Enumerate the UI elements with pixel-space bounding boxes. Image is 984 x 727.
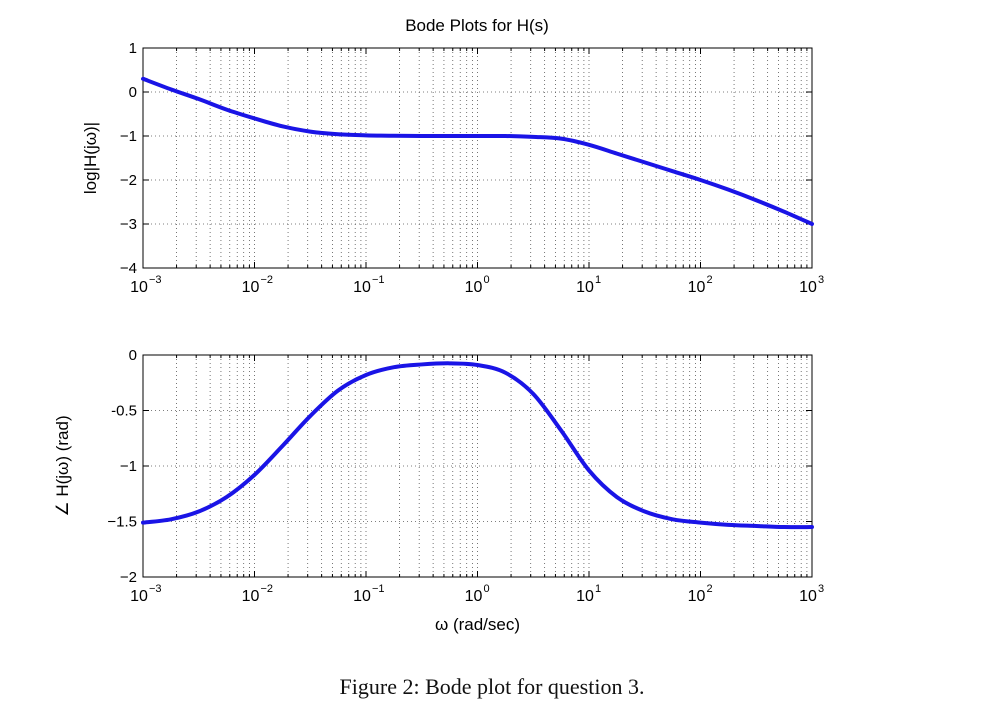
phase-xtick-label: 10 <box>576 588 594 605</box>
mag-xtick-label: 10 <box>130 279 148 296</box>
mag-series-line <box>141 76 814 226</box>
mag-xtick-exponent: −2 <box>261 274 274 286</box>
mag-xtick-label: 10 <box>242 279 260 296</box>
phase-xlabel: ω (rad/sec) <box>435 615 520 634</box>
figure-caption: Figure 2: Bode plot for question 3. <box>339 674 645 699</box>
mag-ytick-label: −1 <box>120 128 137 145</box>
phase-xtick-exponent: 2 <box>707 583 713 595</box>
phase-xtick-exponent: 0 <box>484 583 490 595</box>
phase-series-line <box>141 361 814 530</box>
mag-xtick-exponent: 1 <box>595 274 601 286</box>
phase-ytick-label: −1 <box>120 458 137 475</box>
phase-plot: 10 −3 10 −2 10 −1 10 0 10 1 10 2 10 30-0.5−1−1.5−2∠ H… <box>53 347 824 634</box>
phase-xtick-label: 10 <box>799 588 817 605</box>
mag-xtick-label: 10 <box>688 279 706 296</box>
mag-xtick-exponent: 0 <box>484 274 490 286</box>
mag-xtick-exponent: 2 <box>707 274 713 286</box>
mag-xtick-label: 10 <box>799 279 817 296</box>
mag-ytick-label: 1 <box>129 40 137 57</box>
phase-ytick-label: −2 <box>120 569 137 586</box>
phase-xtick-label: 10 <box>130 588 148 605</box>
mag-xtick-label: 10 <box>576 279 594 296</box>
phase-xtick-label: 10 <box>688 588 706 605</box>
magnitude-plot: 10 −3 10 −2 10 −1 10 0 10 1 10 2 10 310−1−2−3−4log|H(… <box>81 40 824 296</box>
phase-xtick-exponent: 1 <box>595 583 601 595</box>
phase-xtick-exponent: −2 <box>261 583 274 595</box>
phase-tick-marks <box>142 354 813 578</box>
mag-ylabel: log|H(jω)| <box>81 122 100 194</box>
mag-xtick-label: 10 <box>465 279 483 296</box>
mag-ytick-label: 0 <box>129 84 137 101</box>
mag-xtick-exponent: −1 <box>372 274 385 286</box>
phase-xtick-exponent: 3 <box>818 583 824 595</box>
phase-xtick-label: 10 <box>465 588 483 605</box>
phase-ytick-label: 0 <box>129 347 137 364</box>
phase-xtick-label: 10 <box>353 588 371 605</box>
phase-ytick-label: -0.5 <box>111 403 137 420</box>
phase-grid <box>143 355 812 577</box>
mag-ytick-label: −2 <box>120 172 137 189</box>
bode-figure: Bode Plots for H(s) 10 −3 10 −2 10 −1 10 0 10 1 10… <box>53 16 824 634</box>
mag-xtick-exponent: 3 <box>818 274 824 286</box>
phase-ytick-label: −1.5 <box>107 514 137 531</box>
phase-xtick-label: 10 <box>242 588 260 605</box>
mag-xtick-label: 10 <box>353 279 371 296</box>
mag-ytick-label: −4 <box>120 260 137 277</box>
mag-grid <box>143 48 812 268</box>
phase-xtick-exponent: −3 <box>149 583 162 595</box>
mag-ytick-label: −3 <box>120 216 137 233</box>
mag-xtick-exponent: −3 <box>149 274 162 286</box>
phase-xtick-exponent: −1 <box>372 583 385 595</box>
figure-title: Bode Plots for H(s) <box>405 16 549 35</box>
phase-ylabel: ∠ H(jω) (rad) <box>53 415 72 516</box>
